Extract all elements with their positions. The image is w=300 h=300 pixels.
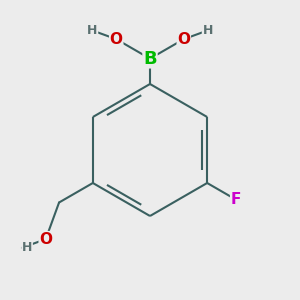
Text: O: O (39, 232, 52, 247)
Text: H: H (202, 24, 213, 37)
Text: F: F (231, 192, 241, 207)
Text: O: O (177, 32, 190, 47)
Text: H: H (22, 241, 32, 254)
Text: O: O (110, 32, 123, 47)
Text: B: B (143, 50, 157, 68)
Text: H: H (87, 24, 98, 37)
